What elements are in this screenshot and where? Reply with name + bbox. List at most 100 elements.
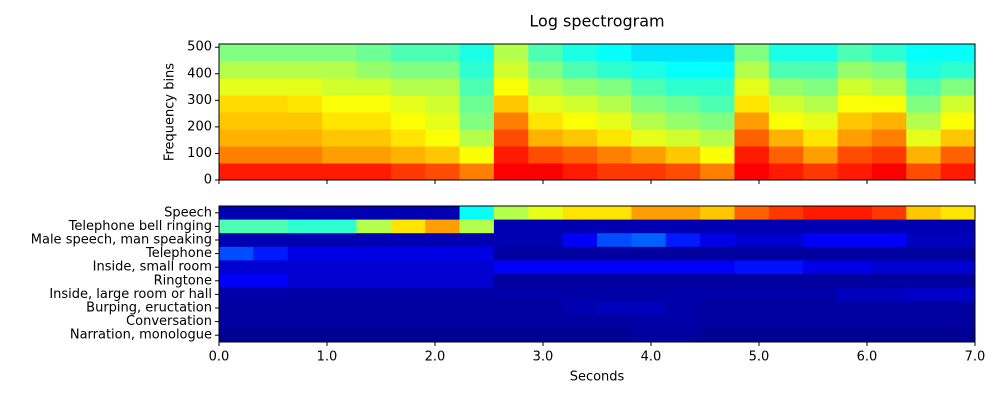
- spectrogram-cell: [493, 95, 529, 113]
- spectrogram-cell: [665, 112, 701, 130]
- heatmap-cell: [597, 328, 632, 343]
- heatmap-cell: [700, 287, 735, 302]
- heatmap-cell: [390, 260, 426, 275]
- heatmap-cell: [700, 260, 735, 275]
- spectrogram-cell: [425, 112, 461, 130]
- spectrogram-cell: [871, 78, 907, 96]
- heatmap-cell: [253, 233, 289, 248]
- heatmap-cell: [493, 246, 529, 261]
- heatmap-cell: [734, 274, 770, 289]
- spectrogram-cell: [871, 112, 907, 130]
- heatmap-cell: [906, 301, 942, 316]
- spectrogram-cell: [322, 78, 357, 96]
- spectrogram-cell: [390, 146, 426, 164]
- spectrogram-cell: [528, 146, 564, 164]
- heatmap-cell: [940, 301, 976, 316]
- x-tick-label: 6.0: [857, 350, 878, 365]
- heatmap-cell: [665, 246, 701, 261]
- spectrogram-cell: [768, 44, 804, 62]
- heatmap-cell: [219, 219, 254, 234]
- heatmap-cell: [322, 246, 357, 261]
- heatmap-cell: [700, 328, 735, 343]
- x-tick-label: 0.0: [209, 350, 230, 365]
- heatmap-cell: [940, 246, 976, 261]
- heatmap-cell: [871, 219, 907, 234]
- heatmap-cell: [940, 274, 976, 289]
- spectrogram-cell: [356, 163, 392, 181]
- spectrogram-cell: [597, 44, 632, 62]
- spectrogram-cell: [837, 112, 873, 130]
- spectrogram-cell: [940, 61, 976, 79]
- spectrogram-cell: [425, 129, 461, 147]
- spectrogram-cell: [493, 78, 529, 96]
- heatmap-cell: [356, 246, 392, 261]
- spectrogram-cell: [700, 146, 735, 164]
- spectrogram-cell: [700, 163, 735, 181]
- heatmap-cell: [803, 260, 839, 275]
- heatmap-cell: [425, 206, 461, 221]
- spectrogram-cell: [322, 163, 357, 181]
- heatmap-cell: [768, 328, 804, 343]
- spectrogram-cell: [665, 129, 701, 147]
- spectrogram-cell: [356, 112, 392, 130]
- y-tick-label: 0: [204, 173, 212, 188]
- y-tick-label: Ringtone: [154, 273, 212, 288]
- heatmap-cell: [356, 206, 392, 221]
- heatmap-cell: [528, 260, 564, 275]
- heatmap-cell: [597, 314, 632, 329]
- heatmap-cell: [356, 328, 392, 343]
- spectrogram-cell: [734, 129, 770, 147]
- spectrogram-cell: [253, 61, 289, 79]
- spectrogram-cell: [562, 163, 598, 181]
- heatmap-cell: [493, 314, 529, 329]
- y-tick-label: 100: [187, 146, 212, 161]
- heatmap-cell: [425, 233, 461, 248]
- heatmap-cell: [390, 301, 426, 316]
- spectrogram-cell: [459, 112, 495, 130]
- heatmap-cell: [562, 274, 598, 289]
- heatmap-cell: [803, 246, 839, 261]
- spectrogram-cell: [287, 112, 323, 130]
- heatmap-cell: [597, 274, 632, 289]
- heatmap-cell: [219, 260, 254, 275]
- heatmap-cell: [906, 328, 942, 343]
- heatmap-cell: [459, 314, 495, 329]
- spectrogram-cell: [253, 95, 289, 113]
- spectrogram-cell: [287, 146, 323, 164]
- spectrogram-cell: [631, 44, 667, 62]
- heatmap-cell: [597, 301, 632, 316]
- spectrogram-cell: [871, 129, 907, 147]
- heatmap-cell: [425, 219, 461, 234]
- heatmap-cell: [665, 274, 701, 289]
- heatmap-cell: [631, 219, 667, 234]
- spectrogram-cell: [287, 78, 323, 96]
- heatmap-cell: [631, 314, 667, 329]
- heatmap-cell: [459, 206, 495, 221]
- heatmap-cell: [665, 328, 701, 343]
- heatmap-cell: [631, 233, 667, 248]
- spectrogram-cell: [837, 146, 873, 164]
- heatmap-cell: [322, 219, 357, 234]
- heatmap-cell: [837, 206, 873, 221]
- heatmap-cell: [562, 328, 598, 343]
- heatmap-cell: [837, 274, 873, 289]
- heatmap-cell: [734, 260, 770, 275]
- heatmap-cell: [597, 233, 632, 248]
- spectrogram-cell: [803, 44, 839, 62]
- y-tick-label: Telephone: [145, 246, 212, 261]
- heatmap-cell: [528, 219, 564, 234]
- heatmap-cell: [390, 314, 426, 329]
- spectrogram-cell: [459, 163, 495, 181]
- spectrogram-cell: [322, 95, 357, 113]
- heatmap-cell: [597, 287, 632, 302]
- spectrogram-cell: [597, 78, 632, 96]
- y-tick-label: 500: [187, 40, 212, 55]
- spectrogram-cell: [940, 95, 976, 113]
- spectrogram-cell: [906, 146, 942, 164]
- spectrogram-cell: [734, 95, 770, 113]
- spectrogram-cell: [562, 129, 598, 147]
- spectrogram-cell: [837, 61, 873, 79]
- heatmap-cell: [906, 219, 942, 234]
- spectrogram-cell: [665, 146, 701, 164]
- heatmap-cell: [906, 260, 942, 275]
